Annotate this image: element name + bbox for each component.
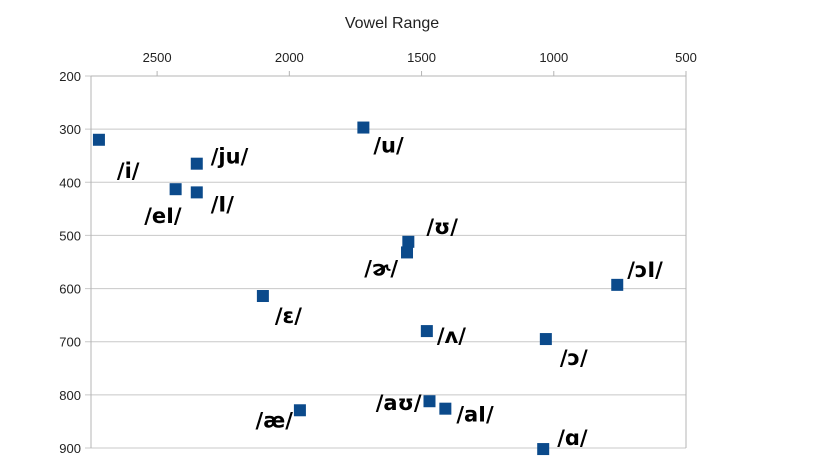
- point-label-1: /ju/: [211, 145, 249, 169]
- point-layer: [92, 121, 624, 456]
- grid-layer: [85, 75, 686, 449]
- point-label-6: /ɚ/: [364, 256, 398, 280]
- data-point-4: [190, 186, 203, 199]
- point-label-0: /i/: [117, 159, 140, 183]
- x-tick-label-1000: 1000: [539, 50, 568, 65]
- point-label-layer: /i/ /ju/ /u/ /eI/ /I/ /ʊ/ /ɚ/ /ɔI/ /ɛ/ /ʌ/ /ɔ/ /æ/ /…: [117, 134, 663, 451]
- data-point-8: [256, 290, 269, 303]
- point-label-10: /ɔ/: [560, 346, 588, 370]
- point-label-13: /aI/: [456, 403, 494, 427]
- data-point-3: [169, 183, 182, 196]
- point-label-5: /ʊ/: [426, 215, 458, 239]
- y-tick-label-400: 400: [59, 175, 81, 190]
- data-point-14: [537, 443, 550, 456]
- point-label-2: /u/: [373, 134, 404, 158]
- point-label-12: /aʊ/: [376, 391, 422, 415]
- data-point-7: [611, 278, 624, 291]
- y-tick-label-500: 500: [59, 228, 81, 243]
- x-tick-label-2500: 2500: [143, 50, 172, 65]
- point-label-9: /ʌ/: [437, 324, 466, 348]
- point-label-3: /eI/: [144, 204, 182, 228]
- data-point-12: [423, 395, 436, 408]
- point-label-14: /ɑ/: [557, 426, 588, 450]
- point-label-7: /ɔI/: [627, 258, 663, 282]
- x-tick-label-500: 500: [675, 50, 697, 65]
- x-tick-label-1500: 1500: [407, 50, 436, 65]
- y-tick-label-200: 200: [59, 69, 81, 84]
- data-point-2: [357, 121, 370, 134]
- chart-title: Vowel Range: [345, 15, 439, 32]
- data-point-10: [539, 333, 552, 346]
- y-tick-label-900: 900: [59, 441, 81, 456]
- tick-label-layer: 200 300 400 500 600 700 800 900 2500 2000 1500 1000…: [59, 50, 697, 456]
- data-point-0: [92, 133, 105, 146]
- axis-layer: [90, 71, 687, 448]
- x-tick-label-2000: 2000: [275, 50, 304, 65]
- y-tick-label-800: 800: [59, 388, 81, 403]
- y-tick-label-700: 700: [59, 335, 81, 350]
- data-point-6: [401, 246, 414, 259]
- data-point-9: [420, 325, 433, 338]
- point-label-4: /I/: [211, 192, 234, 216]
- data-point-5: [402, 235, 415, 248]
- data-point-13: [439, 402, 452, 415]
- y-tick-label-300: 300: [59, 122, 81, 137]
- data-point-1: [190, 157, 203, 170]
- y-tick-label-600: 600: [59, 282, 81, 297]
- data-point-11: [293, 404, 306, 417]
- point-label-11: /æ/: [256, 408, 294, 432]
- point-label-8: /ɛ/: [275, 304, 302, 328]
